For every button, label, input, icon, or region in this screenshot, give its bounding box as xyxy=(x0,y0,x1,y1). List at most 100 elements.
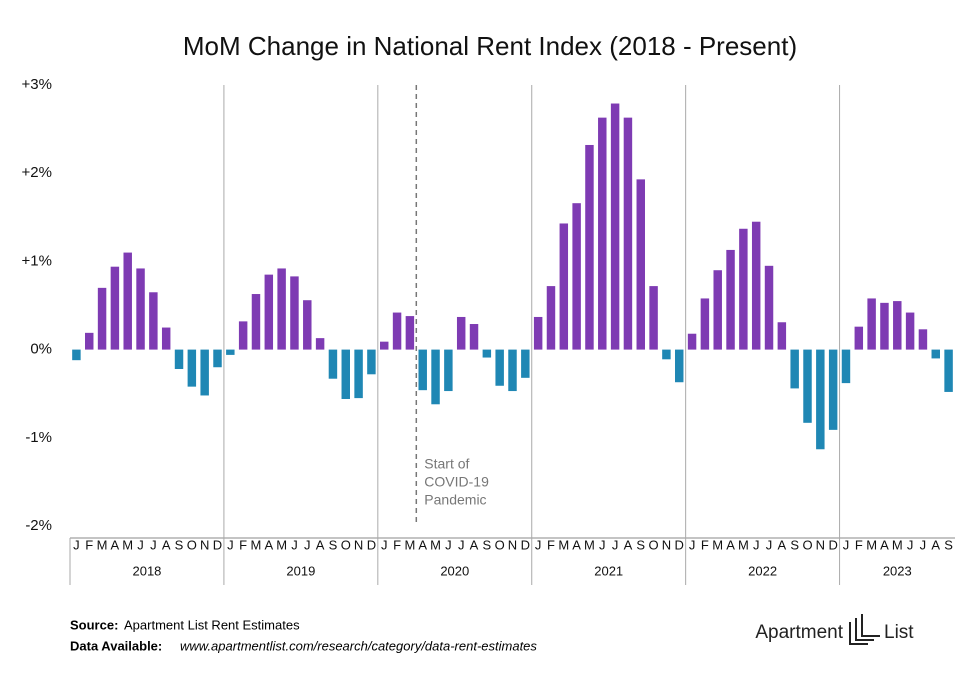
x-tick-label: S xyxy=(636,537,645,552)
x-tick-label: N xyxy=(508,537,517,552)
x-tick-label: M xyxy=(558,537,569,552)
bar xyxy=(380,341,389,350)
bar xyxy=(790,349,799,389)
bar xyxy=(72,349,81,361)
bar xyxy=(277,268,286,350)
source-label: Source: xyxy=(70,617,118,632)
logo-icon xyxy=(849,614,880,645)
x-tick-label: A xyxy=(162,537,171,552)
bar xyxy=(136,268,145,350)
x-tick-label: J xyxy=(458,537,465,552)
x-tick-label: D xyxy=(675,537,684,552)
bar xyxy=(341,349,350,399)
x-tick-label: D xyxy=(367,537,376,552)
x-tick-label: M xyxy=(892,537,903,552)
bar xyxy=(226,349,235,355)
x-tick-label: D xyxy=(213,537,222,552)
bar xyxy=(264,274,274,350)
y-tick-label: +1% xyxy=(22,252,52,269)
x-tick-label: S xyxy=(175,537,184,552)
x-tick-label: J xyxy=(150,537,157,552)
bar xyxy=(610,103,620,350)
bar xyxy=(944,349,953,392)
y-tick-label: +3% xyxy=(22,76,52,93)
x-tick-label: J xyxy=(227,537,234,552)
bar xyxy=(713,270,722,350)
bar xyxy=(572,203,581,350)
x-tick-label: M xyxy=(712,537,723,552)
bar xyxy=(598,117,607,350)
x-tick-label: F xyxy=(393,537,401,552)
bar xyxy=(687,333,697,350)
bar xyxy=(559,223,569,350)
x-tick-label: J xyxy=(291,537,298,552)
x-tick-label: A xyxy=(316,537,325,552)
bar xyxy=(700,298,710,350)
bar xyxy=(469,324,479,350)
bar xyxy=(85,332,94,350)
bar xyxy=(149,292,158,350)
data-url: www.apartmentlist.com/research/category/… xyxy=(180,638,537,653)
bar xyxy=(675,349,684,383)
year-label: 2019 xyxy=(286,563,315,578)
bar xyxy=(662,349,671,360)
bar xyxy=(495,349,504,386)
x-tick-label: M xyxy=(584,537,595,552)
x-tick-label: A xyxy=(726,537,735,552)
y-tick-label: -2% xyxy=(25,517,52,534)
bar xyxy=(828,349,838,430)
bar xyxy=(238,321,248,350)
bar xyxy=(97,287,107,350)
y-tick-label: -1% xyxy=(25,429,52,446)
x-tick-label: M xyxy=(251,537,262,552)
x-tick-label: A xyxy=(264,537,273,552)
bar xyxy=(867,298,876,350)
bar xyxy=(649,286,658,350)
annotation: COVID-19 xyxy=(424,474,489,490)
bar xyxy=(482,349,492,358)
x-tick-label: O xyxy=(649,537,659,552)
bar xyxy=(508,349,517,392)
x-tick-label: S xyxy=(944,537,953,552)
x-tick-label: J xyxy=(445,537,452,552)
bar xyxy=(290,276,299,350)
bar xyxy=(764,265,774,350)
bar xyxy=(739,228,748,350)
bar xyxy=(636,179,645,350)
x-tick-label: J xyxy=(304,537,311,552)
x-tick-label: D xyxy=(828,537,837,552)
bar xyxy=(880,302,889,350)
bar xyxy=(392,312,402,350)
bar xyxy=(405,316,415,350)
annotation: Start of xyxy=(424,456,469,472)
bar xyxy=(893,301,902,350)
x-tick-label: S xyxy=(790,537,799,552)
bar xyxy=(521,349,530,378)
x-tick-label: J xyxy=(612,537,619,552)
bar xyxy=(367,349,376,375)
bar xyxy=(456,316,466,350)
x-tick-label: A xyxy=(880,537,889,552)
x-tick-label: A xyxy=(624,537,633,552)
x-tick-label: F xyxy=(547,537,555,552)
bar xyxy=(161,327,171,350)
x-tick-label: J xyxy=(73,537,80,552)
x-tick-label: J xyxy=(907,537,914,552)
bar xyxy=(803,349,812,423)
x-tick-label: A xyxy=(470,537,479,552)
year-label: 2023 xyxy=(883,563,912,578)
bar xyxy=(841,349,851,384)
x-tick-label: S xyxy=(483,537,492,552)
x-tick-label: M xyxy=(122,537,133,552)
bar xyxy=(546,286,556,350)
x-tick-label: J xyxy=(599,537,606,552)
bar xyxy=(816,349,825,450)
bar xyxy=(418,349,427,391)
x-tick-label: N xyxy=(354,537,363,552)
bar xyxy=(187,349,197,387)
x-tick-label: J xyxy=(137,537,144,552)
x-tick-label: F xyxy=(85,537,93,552)
x-tick-label: A xyxy=(111,537,120,552)
y-tick-label: 0% xyxy=(30,341,52,358)
